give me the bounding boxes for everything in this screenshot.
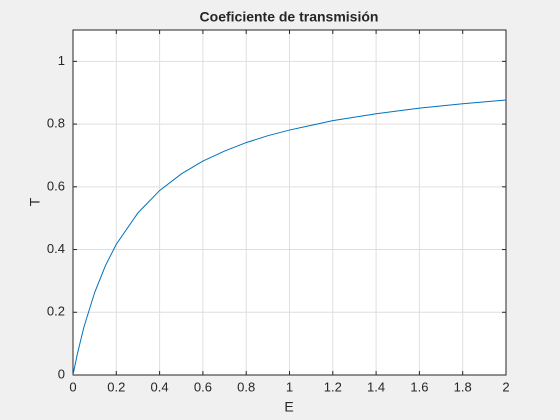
chart-title: Coeficiente de transmisión [200, 9, 379, 25]
y-tick-label: 1 [58, 53, 65, 68]
y-tick-label: 0.8 [47, 116, 65, 131]
y-tick-label: 0.2 [47, 304, 65, 319]
axes-box [72, 29, 507, 376]
x-tick-label: 1.2 [324, 379, 342, 394]
x-axis-label: E [284, 399, 293, 415]
x-tick-label: 2 [502, 379, 509, 394]
x-tick-label: 0.2 [107, 379, 125, 394]
x-tick-label: 0.8 [237, 379, 255, 394]
y-tick-label: 0.6 [47, 178, 65, 193]
x-tick-label: 0.4 [151, 379, 169, 394]
y-tick-label: 0 [58, 366, 65, 381]
line [72, 99, 507, 376]
x-tick-label: 0.6 [194, 379, 212, 394]
x-tick-label: 1.8 [454, 379, 472, 394]
x-tick-label: 1.6 [410, 379, 428, 394]
x-tick-label: 1.4 [367, 379, 385, 394]
x-tick-label: 1 [286, 379, 293, 394]
y-axis-label: T [27, 197, 43, 206]
x-tick-label: 0 [69, 379, 76, 394]
y-tick-label: 0.4 [47, 241, 65, 256]
